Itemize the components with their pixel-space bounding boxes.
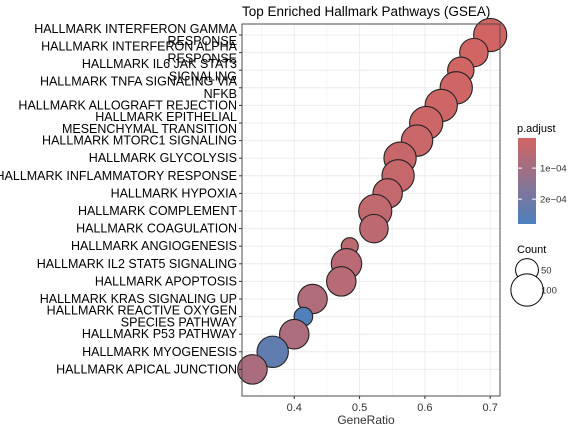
x-tick-label: 0.7 — [483, 402, 498, 414]
y-axis-category-label: HALLMARK INTERFERON ALPHA RESPONSE — [41, 40, 238, 66]
size-legend-label: 50 — [541, 266, 552, 277]
y-axis-category-label: HALLMARK ANGIOGENESIS — [71, 239, 237, 253]
data-point — [237, 354, 268, 385]
legend-color-title: p.adjust — [517, 123, 556, 135]
legend-count: Count 50 100 — [510, 244, 557, 307]
data-points — [237, 17, 508, 385]
y-axis-category-label: HALLMARK EPITHELIAL MESENCHYMAL TRANSITIO… — [62, 110, 237, 136]
y-axis-category-label: HALLMARK KRAS SIGNALING UP — [40, 292, 237, 306]
data-point — [278, 318, 310, 350]
colorbar-ticks: 1e−04 2e−04 — [518, 164, 567, 206]
legend-size-title: Count — [517, 244, 546, 256]
y-axis-category-label: HALLMARK REACTIVE OXYGEN SPECIES PATHWAY — [47, 304, 238, 330]
y-axis-labels: HALLMARK INTERFERON GAMMA RESPONSEHALLMAR… — [0, 22, 242, 376]
y-axis-category-label: HALLMARK MYOGENESIS — [82, 345, 237, 359]
colorbar — [518, 138, 536, 224]
y-axis-category-label: HALLMARK P53 PATHWAY — [82, 327, 238, 341]
y-axis-category-label: HALLMARK APICAL JUNCTION — [56, 362, 237, 376]
x-axis-ticks: 0.4 0.5 0.6 0.7 — [287, 396, 498, 414]
legend-p-adjust: p.adjust 1e−04 2e−04 — [517, 123, 567, 224]
y-axis-category-label: HALLMARK MTORC1 SIGNALING — [42, 134, 237, 148]
y-axis-category-label: HALLMARK HYPOXIA — [111, 186, 238, 200]
size-legend-label: 100 — [541, 286, 557, 297]
y-axis-category-label: HALLMARK TNFA SIGNALING VIA NFKB — [40, 75, 238, 101]
data-point — [256, 335, 289, 369]
y-axis-category-label: HALLMARK ALLOGRAFT REJECTION — [18, 98, 237, 112]
chart-title: Top Enriched Hallmark Pathways (GSEA) — [242, 4, 490, 19]
grid-lines — [242, 24, 500, 396]
x-axis-title: GeneRatio — [337, 413, 395, 427]
y-axis-category-label: HALLMARK IL6 JAK STAT3 SIGNALING — [82, 57, 237, 83]
x-tick-label: 0.5 — [352, 402, 367, 414]
y-axis-category-label: HALLMARK INFLAMMATORY RESPONSE — [0, 169, 237, 183]
y-axis-category-label: HALLMARK COMPLEMENT — [78, 204, 237, 218]
data-point — [326, 266, 357, 297]
colorbar-tick-label: 1e−04 — [540, 164, 567, 175]
y-axis-category-label: HALLMARK INTERFERON GAMMA RESPONSE — [34, 22, 237, 48]
y-axis-category-label: HALLMARK IL2 STAT5 SIGNALING — [37, 257, 237, 271]
x-tick-label: 0.4 — [287, 402, 302, 414]
y-axis-category-label: HALLMARK GLYCOLYSIS — [89, 151, 237, 165]
colorbar-tick-label: 2e−04 — [540, 195, 567, 206]
x-tick-label: 0.6 — [417, 402, 432, 414]
panel-border — [241, 23, 501, 397]
size-legend-keys: 50 100 — [510, 258, 557, 307]
size-legend-circle — [510, 273, 544, 307]
y-axis-category-label: HALLMARK APOPTOSIS — [95, 274, 237, 288]
data-point — [359, 213, 389, 244]
y-axis-category-label: HALLMARK COAGULATION — [76, 222, 237, 236]
